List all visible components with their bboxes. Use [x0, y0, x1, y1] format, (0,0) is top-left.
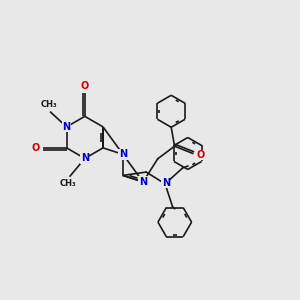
Text: CH₃: CH₃ [40, 100, 57, 109]
Text: N: N [139, 177, 147, 187]
Text: O: O [197, 150, 205, 160]
Text: O: O [32, 143, 40, 153]
Text: N: N [162, 178, 170, 188]
Text: N: N [119, 149, 127, 159]
Text: N: N [81, 153, 89, 164]
Text: N: N [62, 122, 71, 132]
Text: CH₃: CH₃ [60, 179, 76, 188]
Text: O: O [81, 81, 89, 91]
